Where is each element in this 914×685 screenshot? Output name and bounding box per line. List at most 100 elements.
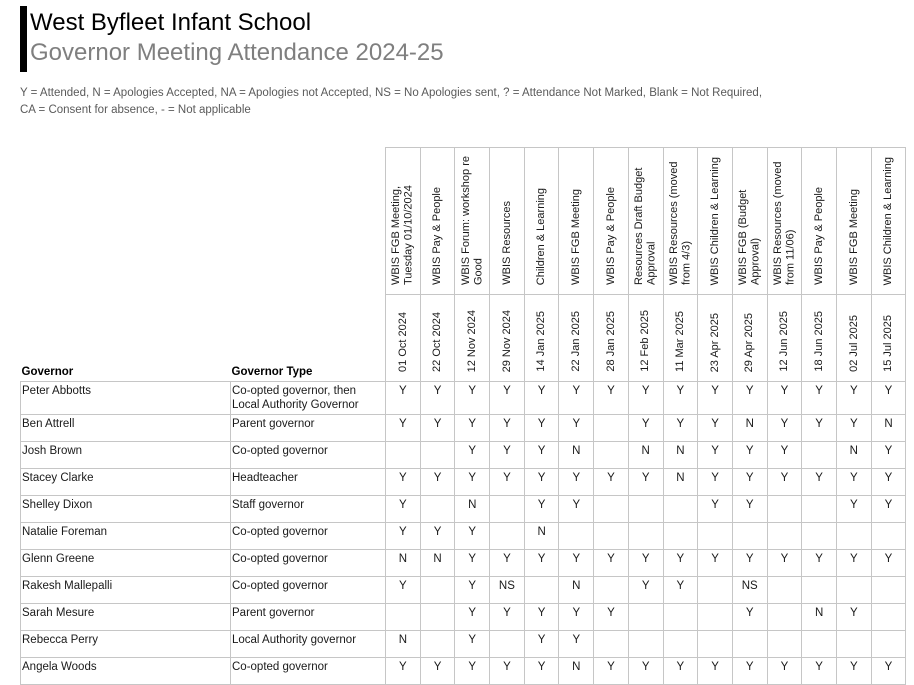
legend: Y = Attended, N = Apologies Accepted, NA… xyxy=(20,85,890,119)
attendance-mark-cell: Y xyxy=(454,576,491,604)
governor-type-cell: Parent governor xyxy=(230,603,386,631)
attendance-mark-cell: Y xyxy=(419,381,456,415)
attendance-mark-cell: Y xyxy=(419,468,456,496)
attendance-mark-cell: Y xyxy=(766,657,803,685)
governor-name-cell: Shelley Dixon xyxy=(20,495,231,523)
attendance-mark-cell: Y xyxy=(385,468,421,496)
attendance-mark-cell: NS xyxy=(731,576,768,604)
attendance-mark-cell: Y xyxy=(627,414,664,442)
corner-cell-type xyxy=(230,147,386,295)
attendance-mark-cell: N xyxy=(870,414,907,442)
attendance-mark-cell xyxy=(593,630,629,658)
attendance-mark-cell xyxy=(870,576,907,604)
meeting-date-header: 12 Jun 2025 xyxy=(766,294,803,382)
table-row: Shelley Dixon Staff governor Y N Y Y Y Y Y Y xyxy=(20,495,907,523)
governor-type-column-header: Governor Type xyxy=(230,294,386,382)
attendance-mark-cell: Y xyxy=(454,603,491,631)
attendance-mark-cell: N xyxy=(523,522,560,550)
attendance-mark-cell: N xyxy=(662,441,699,469)
meeting-name-header: WBIS Forum: workshop re Good xyxy=(454,147,491,295)
attendance-mark-cell: Y xyxy=(385,381,421,415)
meeting-name-header: WBIS Pay & People xyxy=(593,147,629,295)
attendance-mark-cell xyxy=(385,603,421,631)
governor-column-header: Governor xyxy=(20,294,231,382)
attendance-mark-cell: N xyxy=(385,630,421,658)
attendance-mark-cell: Y xyxy=(870,441,907,469)
attendance-mark-cell xyxy=(489,630,525,658)
attendance-mark-cell: Y xyxy=(523,603,560,631)
meeting-date-row: Governor Governor Type 01 Oct 2024 22 Oct… xyxy=(20,294,907,382)
governor-type-cell: Staff governor xyxy=(230,495,386,523)
meeting-name-header: WBIS Resources xyxy=(489,147,525,295)
attendance-mark-cell: Y xyxy=(627,657,664,685)
attendance-mark-cell: Y xyxy=(870,549,907,577)
attendance-mark-cell: Y xyxy=(801,414,837,442)
governor-type-cell: Co-opted governor xyxy=(230,576,386,604)
attendance-mark-cell: Y xyxy=(523,414,560,442)
attendance-mark-cell: Y xyxy=(593,603,629,631)
attendance-mark-cell: Y xyxy=(662,549,699,577)
attendance-mark-cell: Y xyxy=(523,468,560,496)
attendance-mark-cell xyxy=(419,603,456,631)
meeting-name-header: WBIS Children & Learning xyxy=(697,147,733,295)
meeting-name-header: WBIS Children & Learning xyxy=(870,147,907,295)
meeting-date-header: 12 Nov 2024 xyxy=(454,294,491,382)
attendance-mark-cell: N xyxy=(662,468,699,496)
attendance-mark-cell: Y xyxy=(489,549,525,577)
attendance-mark-cell: Y xyxy=(697,381,733,415)
attendance-mark-cell xyxy=(870,630,907,658)
attendance-mark-cell: Y xyxy=(558,468,595,496)
attendance-mark-cell: N xyxy=(558,657,595,685)
governor-type-cell: Co-opted governor xyxy=(230,549,386,577)
governor-type-cell: Parent governor xyxy=(230,414,386,442)
page-subtitle: Governor Meeting Attendance 2024-25 xyxy=(30,39,444,66)
meeting-name-header: Resources Draft Budget Approval xyxy=(627,147,664,295)
attendance-mark-cell xyxy=(627,495,664,523)
attendance-mark-cell: Y xyxy=(454,549,491,577)
attendance-mark-cell: Y xyxy=(454,630,491,658)
attendance-mark-cell xyxy=(419,441,456,469)
attendance-mark-cell: Y xyxy=(558,414,595,442)
attendance-mark-cell xyxy=(662,630,699,658)
attendance-mark-cell xyxy=(662,522,699,550)
attendance-mark-cell: N xyxy=(627,441,664,469)
corner-cell-governor xyxy=(20,147,231,295)
attendance-mark-cell: Y xyxy=(593,549,629,577)
attendance-mark-cell: Y xyxy=(697,414,733,442)
attendance-mark-cell: Y xyxy=(766,381,803,415)
attendance-mark-cell: Y xyxy=(835,414,872,442)
attendance-mark-cell xyxy=(419,630,456,658)
meeting-name-header: WBIS FGB (Budget Approval) xyxy=(731,147,768,295)
attendance-mark-cell: Y xyxy=(662,414,699,442)
attendance-mark-cell: Y xyxy=(731,441,768,469)
attendance-mark-cell: Y xyxy=(697,549,733,577)
attendance-mark-cell xyxy=(593,522,629,550)
attendance-mark-cell xyxy=(419,576,456,604)
attendance-mark-cell: Y xyxy=(385,576,421,604)
attendance-mark-cell xyxy=(523,576,560,604)
attendance-mark-cell: NS xyxy=(489,576,525,604)
attendance-mark-cell: Y xyxy=(558,630,595,658)
attendance-mark-cell: Y xyxy=(835,495,872,523)
attendance-mark-cell: Y xyxy=(697,441,733,469)
attendance-mark-cell xyxy=(697,522,733,550)
attendance-mark-cell xyxy=(801,576,837,604)
attendance-mark-cell xyxy=(489,522,525,550)
attendance-mark-cell xyxy=(870,603,907,631)
table-row: Angela Woods Co-opted governor Y Y Y Y Y N Y Y Y Y Y… xyxy=(20,657,907,685)
attendance-mark-cell: Y xyxy=(627,381,664,415)
governor-type-cell: Co-opted governor xyxy=(230,657,386,685)
attendance-mark-cell xyxy=(766,630,803,658)
attendance-mark-cell xyxy=(627,603,664,631)
attendance-mark-cell: Y xyxy=(558,549,595,577)
table-row: Peter Abbotts Co-opted governor, then Loc… xyxy=(20,381,907,415)
attendance-mark-cell xyxy=(419,495,456,523)
attendance-mark-cell: Y xyxy=(766,441,803,469)
title-accent-bar xyxy=(20,6,27,72)
attendance-mark-cell: Y xyxy=(731,603,768,631)
page-title: West Byfleet Infant School xyxy=(30,9,312,36)
masthead: West Byfleet Infant School Governor Meet… xyxy=(20,6,914,72)
meeting-name-header: Children & Learning xyxy=(523,147,560,295)
attendance-mark-cell: Y xyxy=(731,495,768,523)
attendance-mark-cell xyxy=(766,495,803,523)
